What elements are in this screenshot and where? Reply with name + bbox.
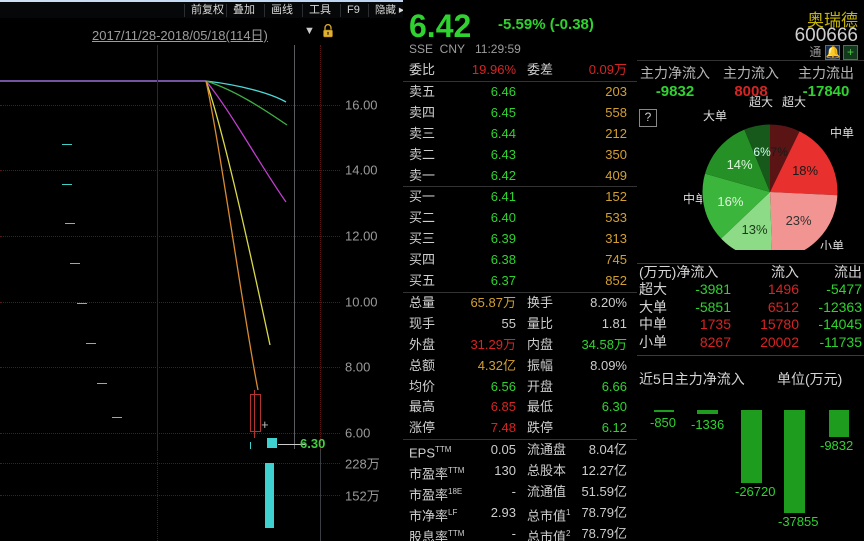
svg-text:16%: 16% [717, 194, 743, 209]
svg-text:7%: 7% [771, 145, 789, 159]
svg-text:23%: 23% [786, 213, 812, 228]
svg-text:大单: 大单 [703, 109, 727, 123]
svg-text:18%: 18% [792, 163, 818, 178]
svg-text:超大: 超大 [749, 94, 773, 109]
svg-text:中单: 中单 [830, 125, 854, 140]
svg-text:超大: 超大 [782, 94, 806, 109]
svg-text:13%: 13% [741, 222, 767, 237]
svg-text:6%: 6% [753, 145, 771, 159]
svg-text:14%: 14% [727, 157, 753, 172]
svg-text:小单: 小单 [820, 239, 844, 250]
